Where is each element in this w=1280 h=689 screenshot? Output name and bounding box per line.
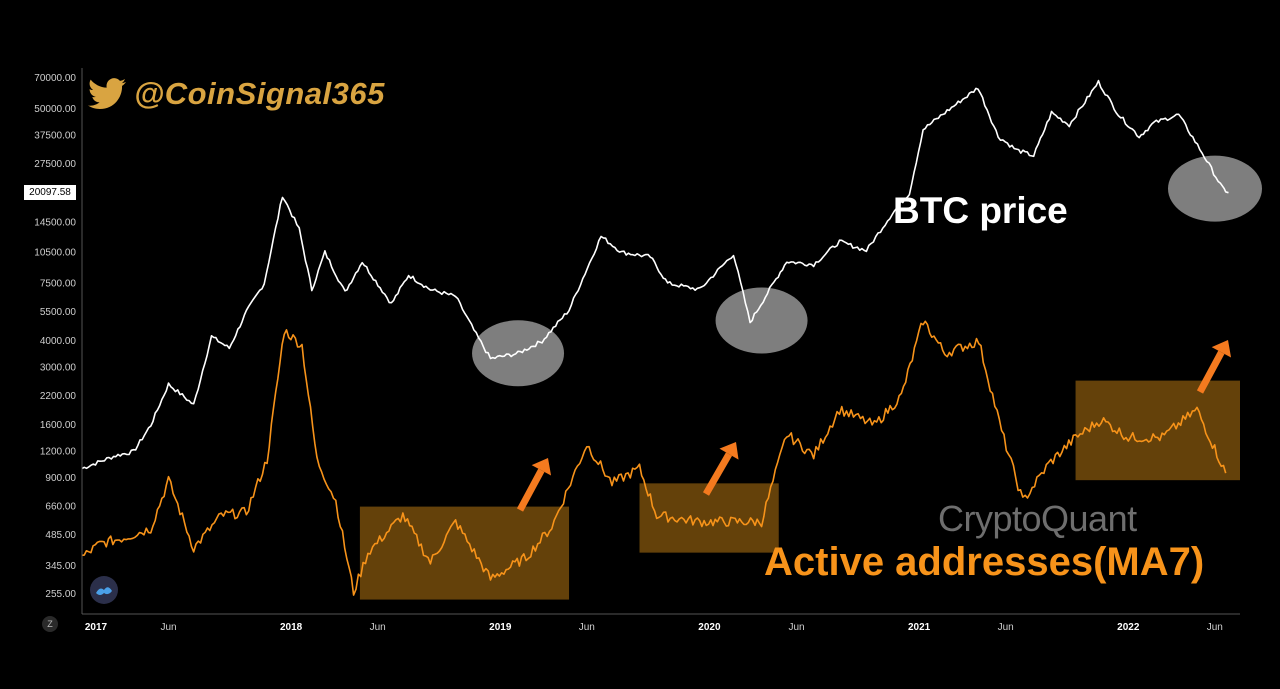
twitter-bird-icon [88,78,126,110]
handle-text: @CoinSignal365 [134,76,385,111]
range-box [359,506,570,600]
x-axis: 2017 Jun 2018 Jun 2019 Jun 2020 Jun 2021 Jun 2022 J… [82,613,1240,633]
btc-price-line [81,79,1229,470]
highlight-ellipses [472,155,1262,387]
social-handle: @CoinSignal365 [88,76,385,112]
x-tick-label: 2019 [489,622,512,633]
y-tick-label: 1600.00 [40,420,77,431]
x-tick-label: 2020 [698,622,721,633]
trend-arrow-shaft [516,468,545,512]
series-lines [81,79,1229,596]
y-axis: 70000.00 50000.00 37500.00 27500.00 14500.00… [34,68,83,614]
trend-arrow-shaft [1196,350,1225,394]
y-tick-label: 1200.00 [40,447,77,458]
x-tick-label: 2022 [1117,622,1140,633]
y-tick-label: 660.00 [45,502,76,513]
y-tick-label: 2200.00 [40,391,77,402]
y-tick-label: 37500.00 [34,130,76,141]
btc-series-label: BTC price [893,190,1068,231]
y-tick-label: 7500.00 [40,278,77,289]
highlight-boxes [359,380,1240,600]
x-tick-label: Jun [998,622,1014,633]
trend-arrow-head [1211,340,1232,358]
y-tick-label: 4000.00 [40,336,77,347]
trend-arrow-head [719,442,739,460]
x-tick-label: 2018 [280,622,303,633]
cryptoquant-logo-icon [90,576,118,604]
y-tick-label: 255.00 [45,589,76,600]
x-tick-label: 2017 [85,622,108,633]
highlight-ellipse [1168,155,1262,222]
y-tick-label: 3000.00 [40,362,77,373]
x-tick-label: Jun [1207,622,1223,633]
y-tick-label: 14500.00 [34,218,76,229]
trend-arrow-head [531,458,552,476]
x-tick-label: Jun [370,622,386,633]
trend-arrow-shaft [702,452,733,496]
active-addresses-series-label: Active addresses(MA7) [764,540,1205,584]
x-tick-label: 2021 [908,622,931,633]
y-tick-label: 485.00 [45,530,76,541]
y-tick-label: 10500.00 [34,247,76,258]
y-tick-label: 900.00 [45,473,76,484]
highlight-ellipse [715,287,808,354]
zoom-button[interactable]: Z [42,616,58,632]
x-tick-label: Jun [788,622,804,633]
cryptoquant-watermark: CryptoQuant [938,498,1137,539]
x-tick-label: Jun [579,622,595,633]
y-tick-label: 70000.00 [34,73,76,84]
current-price-tag: 20097.58 [24,185,76,200]
y-tick-label: 5500.00 [40,307,77,318]
highlight-ellipse [472,320,565,387]
y-tick-label: 50000.00 [34,104,76,115]
x-tick-label: Jun [160,622,176,633]
range-box [1075,380,1240,481]
y-tick-label: 27500.00 [34,159,76,170]
active-addresses-line [81,320,1227,596]
trend-arrows [516,340,1232,512]
y-tick-label: 345.00 [45,561,76,572]
